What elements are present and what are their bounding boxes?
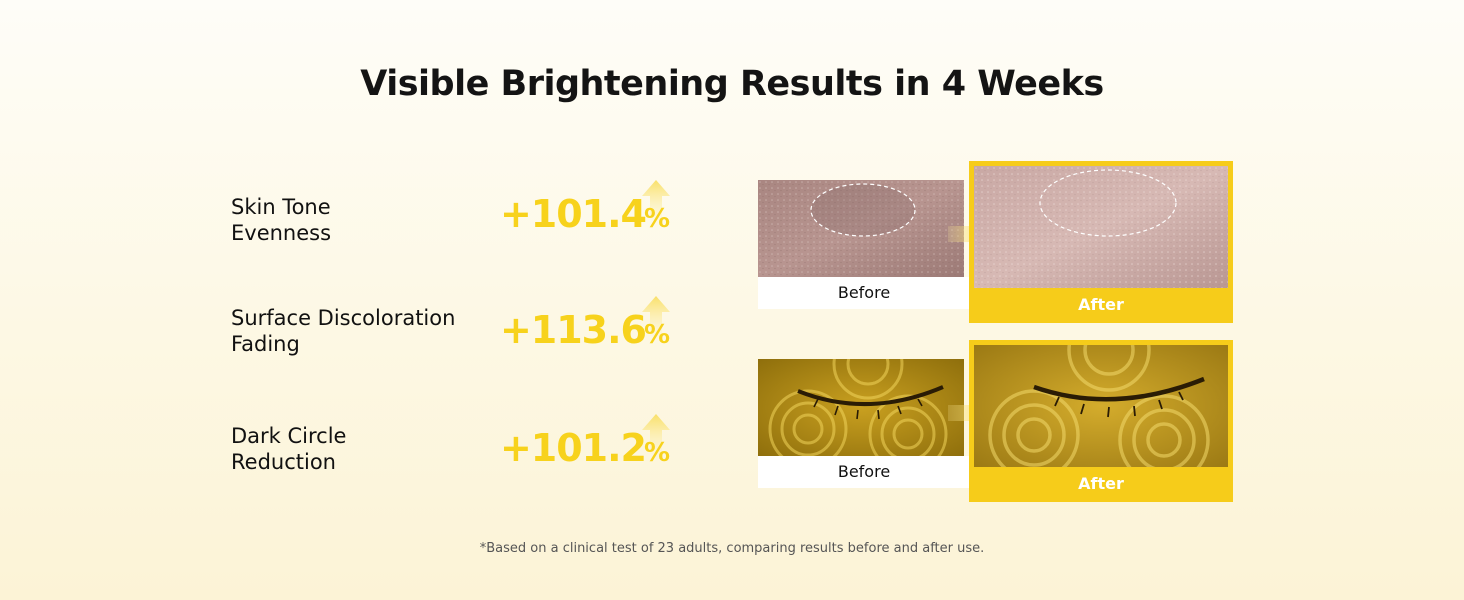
metric-label-line: Surface Discoloration: [231, 306, 456, 330]
after-frame-eye: After: [969, 340, 1233, 502]
metric-label-dark-circle: Dark Circle Reduction: [231, 423, 346, 475]
metric-label-line: Skin Tone: [231, 195, 331, 219]
metric-number: +101.4: [499, 192, 647, 236]
up-arrow-icon: [642, 180, 670, 220]
before-caption: Before: [758, 277, 970, 309]
metric-label-skin-tone: Skin Tone Evenness: [231, 194, 331, 246]
metric-value-discoloration: +113.6 %: [500, 296, 672, 366]
metric-value-dark-circle: +101.2 %: [500, 414, 672, 484]
before-caption: Before: [758, 456, 970, 488]
before-photo-cheek: [758, 180, 964, 277]
after-frame-cheek: After: [969, 161, 1233, 323]
up-arrow-icon: [642, 296, 670, 336]
after-caption: After: [969, 467, 1233, 502]
metric-label-line: Dark Circle: [231, 424, 347, 448]
metric-label-line: Reduction: [231, 450, 336, 474]
page-title: Visible Brightening Results in 4 Weeks: [360, 64, 1104, 104]
metric-number: +101.2: [499, 426, 647, 470]
metric-number: +113.6: [499, 308, 647, 352]
before-photo-eye: [758, 359, 964, 456]
footnote: *Based on a clinical test of 23 adults, …: [479, 541, 985, 556]
metric-unit: %: [643, 204, 670, 234]
after-photo-eye: [974, 345, 1228, 467]
after-caption: After: [969, 288, 1233, 323]
metric-label-line: Fading: [231, 332, 300, 356]
metric-value-skin-tone: +101.4 %: [500, 180, 672, 250]
metric-unit: %: [643, 320, 670, 350]
after-photo-cheek: [974, 166, 1228, 288]
metric-label-discoloration: Surface Discoloration Fading: [231, 305, 455, 357]
metric-label-line: Evenness: [231, 221, 332, 245]
metric-unit: %: [643, 438, 670, 468]
up-arrow-icon: [642, 414, 670, 454]
